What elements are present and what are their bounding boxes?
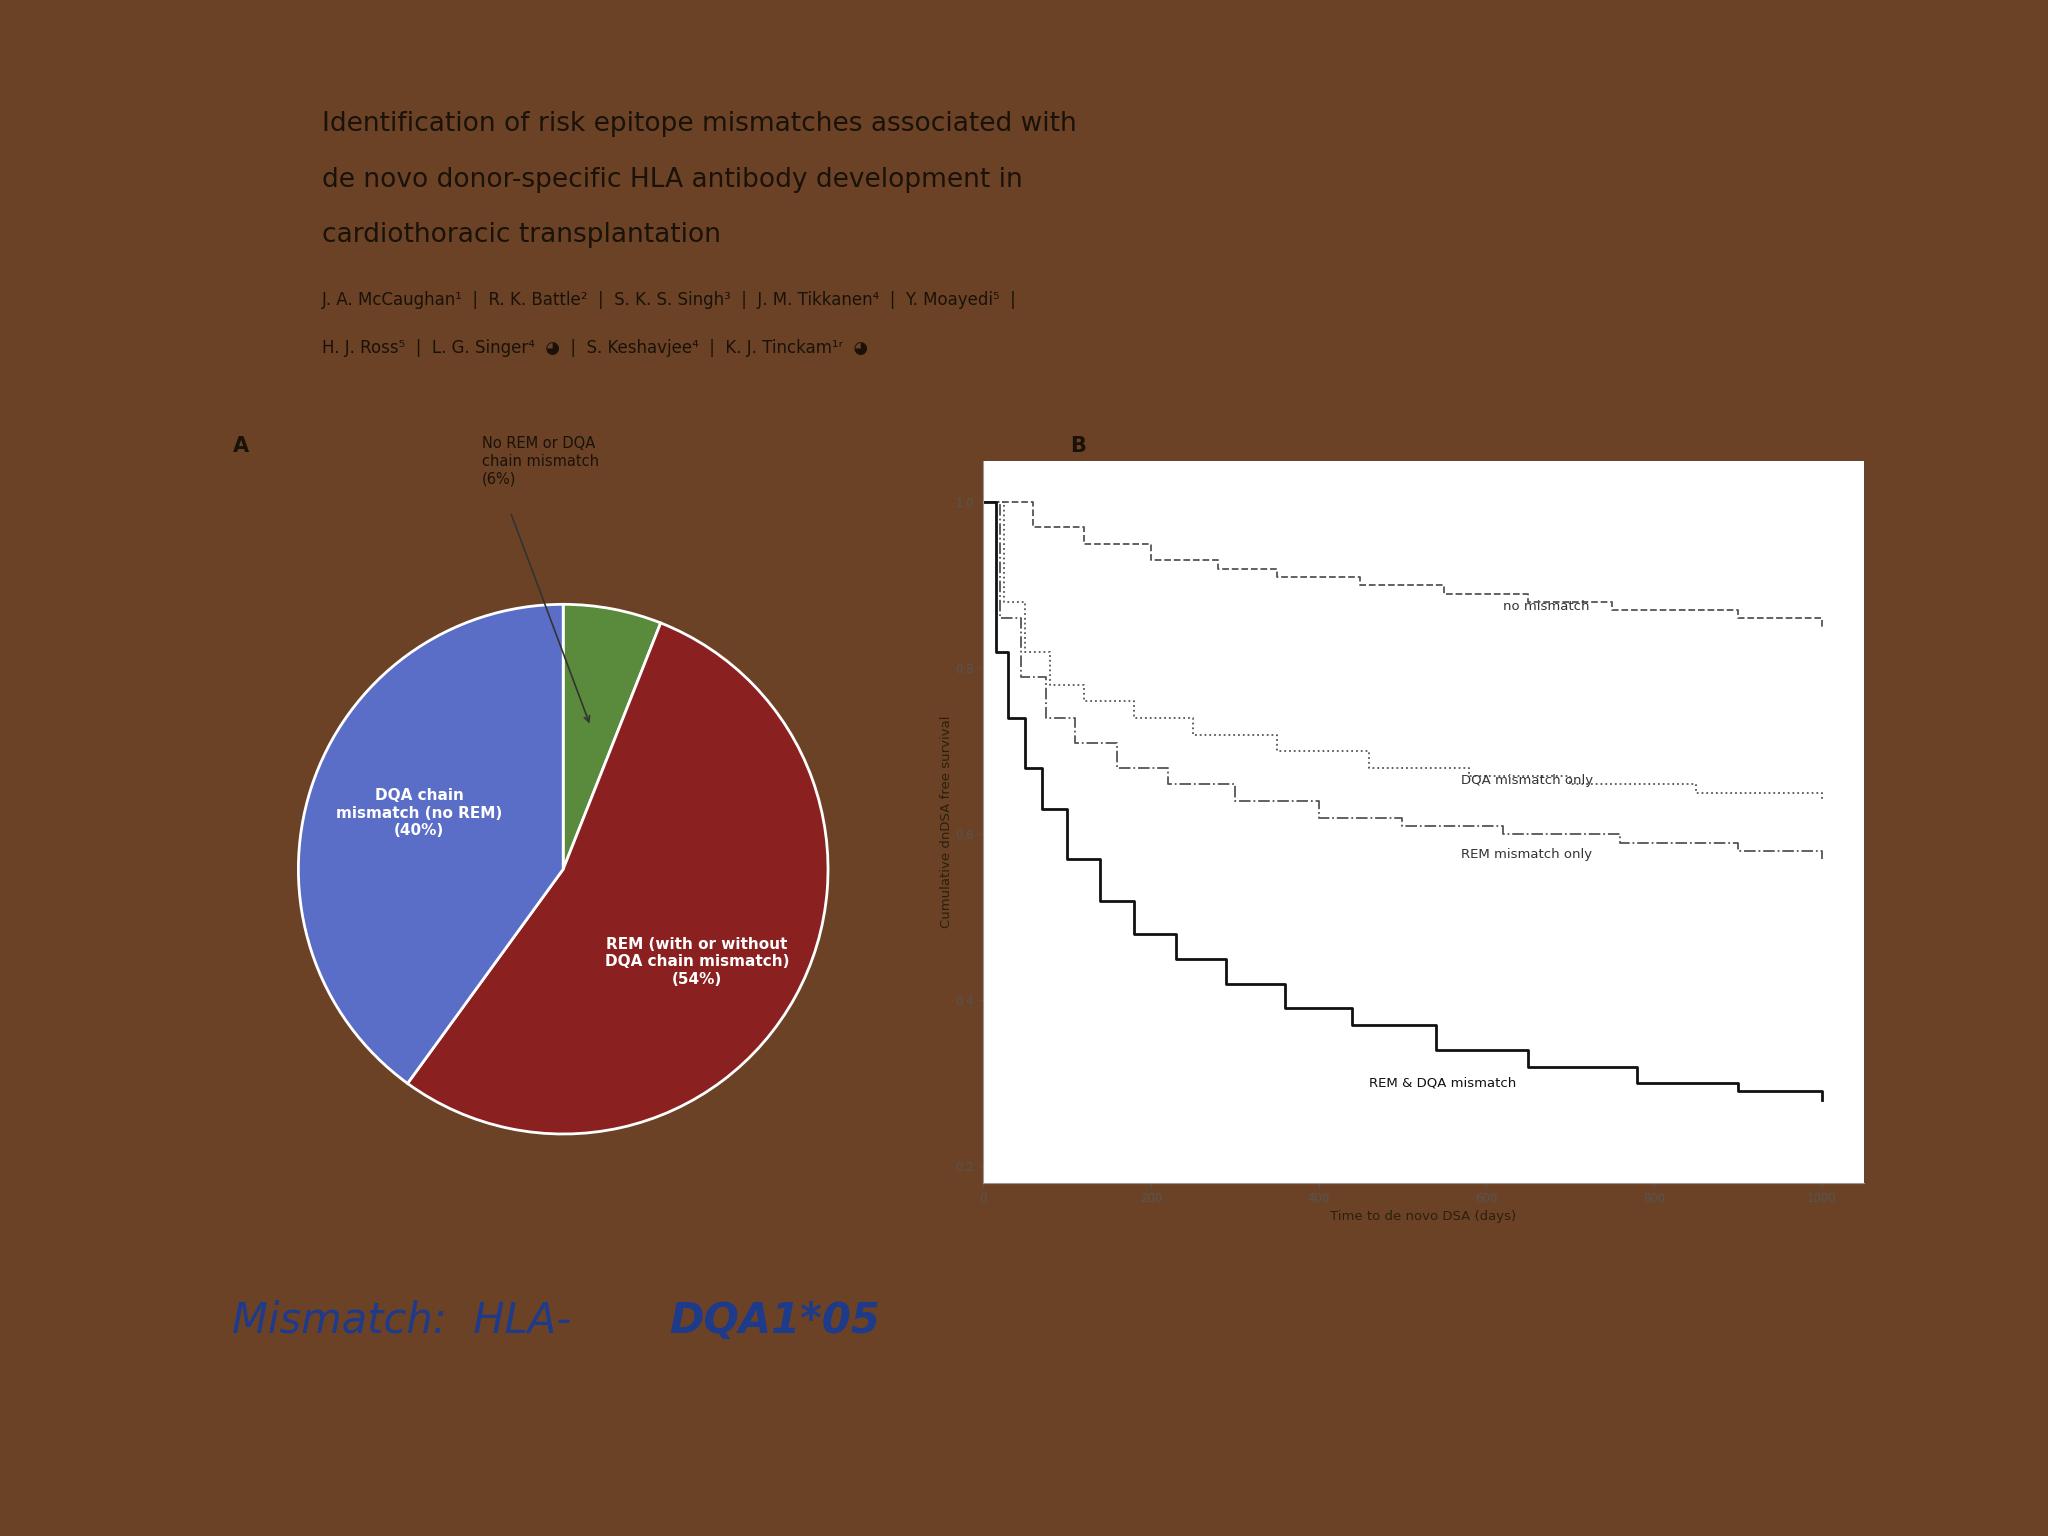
Text: B: B — [1069, 436, 1085, 456]
Wedge shape — [299, 604, 563, 1083]
Text: REM (with or without
DQA chain mismatch)
(54%): REM (with or without DQA chain mismatch)… — [604, 937, 788, 988]
Text: cardiothoracic transplantation: cardiothoracic transplantation — [322, 223, 721, 247]
Text: no mismatch: no mismatch — [1503, 599, 1589, 613]
Text: DQA mismatch only: DQA mismatch only — [1460, 774, 1593, 786]
Text: Mismatch:  HLA-: Mismatch: HLA- — [233, 1299, 571, 1342]
Text: DQA1*05: DQA1*05 — [670, 1299, 881, 1342]
Text: DQA chain
mismatch (no REM)
(40%): DQA chain mismatch (no REM) (40%) — [336, 788, 502, 839]
Text: REM mismatch only: REM mismatch only — [1460, 848, 1591, 862]
X-axis label: Time to de novo DSA (days): Time to de novo DSA (days) — [1331, 1210, 1516, 1223]
Y-axis label: Cumulative dnDSA free survival: Cumulative dnDSA free survival — [940, 716, 952, 928]
Text: No REM or DQA
chain mismatch
(6%): No REM or DQA chain mismatch (6%) — [481, 436, 598, 485]
Wedge shape — [563, 604, 662, 869]
Text: J. A. McCaughan¹  |  R. K. Battle²  |  S. K. S. Singh³  |  J. M. Tikkanen⁴  |  Y: J. A. McCaughan¹ | R. K. Battle² | S. K.… — [322, 292, 1016, 309]
Text: A: A — [233, 436, 248, 456]
Wedge shape — [408, 624, 827, 1134]
Text: Identification of risk epitope mismatches associated with: Identification of risk epitope mismatche… — [322, 112, 1077, 137]
Text: H. J. Ross⁵  |  L. G. Singer⁴  ◕  |  S. Keshavjee⁴  |  K. J. Tinckam¹ʳ  ◕: H. J. Ross⁵ | L. G. Singer⁴ ◕ | S. Kesha… — [322, 339, 868, 358]
Text: REM & DQA mismatch: REM & DQA mismatch — [1368, 1077, 1516, 1089]
Text: de novo donor-specific HLA antibody development in: de novo donor-specific HLA antibody deve… — [322, 167, 1022, 192]
